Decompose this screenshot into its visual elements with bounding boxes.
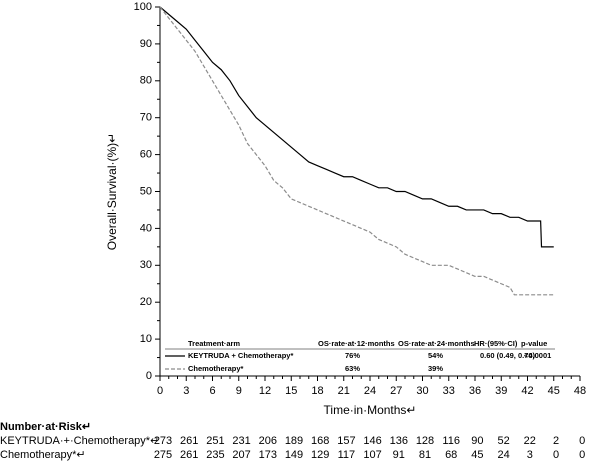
risk-count: 24 — [497, 449, 509, 461]
survival-curve — [159, 6, 554, 296]
risk-count: 107 — [363, 449, 381, 461]
risk-count: 168 — [311, 435, 329, 447]
y-tick-label: 80 — [140, 75, 152, 87]
risk-count: 45 — [471, 449, 483, 461]
risk-count: 81 — [419, 449, 431, 461]
x-tick-label: 18 — [311, 385, 323, 397]
risk-count: 261 — [180, 435, 198, 447]
risk-count: 275 — [154, 449, 172, 461]
risk-count: 90 — [471, 435, 483, 447]
risk-count: 251 — [206, 435, 224, 447]
risk-label: Chemotherapy*↵ — [0, 449, 86, 461]
legend-header: OS·rate·at·24·months — [398, 339, 475, 348]
legend-cell: Chemotherapy* — [188, 364, 244, 373]
x-tick-label: 12 — [259, 385, 271, 397]
risk-title: Number·at·Risk↵ — [0, 421, 91, 433]
y-axis-label: Overall·Survival·(%)↵ — [105, 133, 119, 250]
y-tick-label: 50 — [140, 185, 152, 197]
x-tick-label: 24 — [364, 385, 376, 397]
risk-count: 0 — [579, 449, 585, 461]
risk-count: 206 — [259, 435, 277, 447]
risk-count: 129 — [311, 449, 329, 461]
y-tick-label: 90 — [140, 38, 152, 50]
risk-count: 173 — [259, 449, 277, 461]
risk-count: 273 — [154, 435, 172, 447]
x-tick-label: 0 — [157, 385, 163, 397]
legend-header: OS·rate·at·12·months — [318, 339, 395, 348]
x-tick-label: 48 — [574, 385, 586, 397]
x-tick-label: 21 — [338, 385, 350, 397]
risk-count: 128 — [416, 435, 434, 447]
risk-count: 136 — [390, 435, 408, 447]
x-tick-label: 45 — [548, 385, 560, 397]
risk-count: 149 — [285, 449, 303, 461]
y-tick-label: 10 — [140, 333, 152, 345]
risk-count: 0 — [579, 435, 585, 447]
risk-count: 68 — [445, 449, 457, 461]
legend-header: HR·(95%·CI) — [474, 339, 518, 348]
legend-cell: 63% — [345, 364, 360, 373]
risk-count: 146 — [363, 435, 381, 447]
x-tick-label: 39 — [495, 385, 507, 397]
y-tick-label: 20 — [140, 296, 152, 308]
risk-count: 235 — [206, 449, 224, 461]
legend-cell: <0.0001 — [524, 351, 551, 360]
risk-count: 22 — [524, 435, 536, 447]
y-tick-label: 0 — [146, 370, 152, 382]
legend-header: Treatment·arm — [188, 339, 240, 348]
legend-cell: 54% — [428, 351, 443, 360]
y-tick-label: 30 — [140, 259, 152, 271]
x-tick-label: 6 — [209, 385, 215, 397]
x-tick-label: 42 — [521, 385, 533, 397]
risk-label: KEYTRUDA·+·Chemotherapy*↵ — [0, 435, 159, 447]
risk-count: 0 — [553, 449, 559, 461]
risk-count: 91 — [393, 449, 405, 461]
y-tick-label: 60 — [140, 149, 152, 161]
y-tick-label: 70 — [140, 112, 152, 124]
y-tick-label: 40 — [140, 222, 152, 234]
x-tick-label: 15 — [285, 385, 297, 397]
legend-cell: 76% — [345, 351, 360, 360]
risk-count: 207 — [232, 449, 250, 461]
y-tick-label: 100 — [134, 1, 152, 13]
risk-count: 117 — [338, 449, 356, 461]
legend-cell: KEYTRUDA + Chemotherapy* — [188, 351, 293, 360]
risk-count: 116 — [442, 435, 460, 447]
legend-cell: 39% — [428, 364, 443, 373]
x-tick-label: 33 — [443, 385, 455, 397]
x-tick-label: 27 — [390, 385, 402, 397]
risk-count: 189 — [285, 435, 303, 447]
x-tick-label: 30 — [416, 385, 428, 397]
risk-count: 261 — [180, 449, 198, 461]
x-tick-label: 36 — [469, 385, 481, 397]
risk-count: 52 — [497, 435, 509, 447]
x-axis-label: Time·in·Months↵ — [324, 403, 417, 417]
risk-count: 231 — [232, 435, 250, 447]
x-tick-label: 3 — [183, 385, 189, 397]
legend-header: p-value — [521, 339, 547, 348]
survival-curve — [159, 6, 554, 248]
legend-cell: 0.60 (0.49, 0.74) — [480, 351, 536, 360]
risk-count: 3 — [527, 449, 533, 461]
risk-count: 157 — [337, 435, 355, 447]
risk-count: 2 — [553, 435, 559, 447]
x-tick-label: 9 — [236, 385, 242, 397]
